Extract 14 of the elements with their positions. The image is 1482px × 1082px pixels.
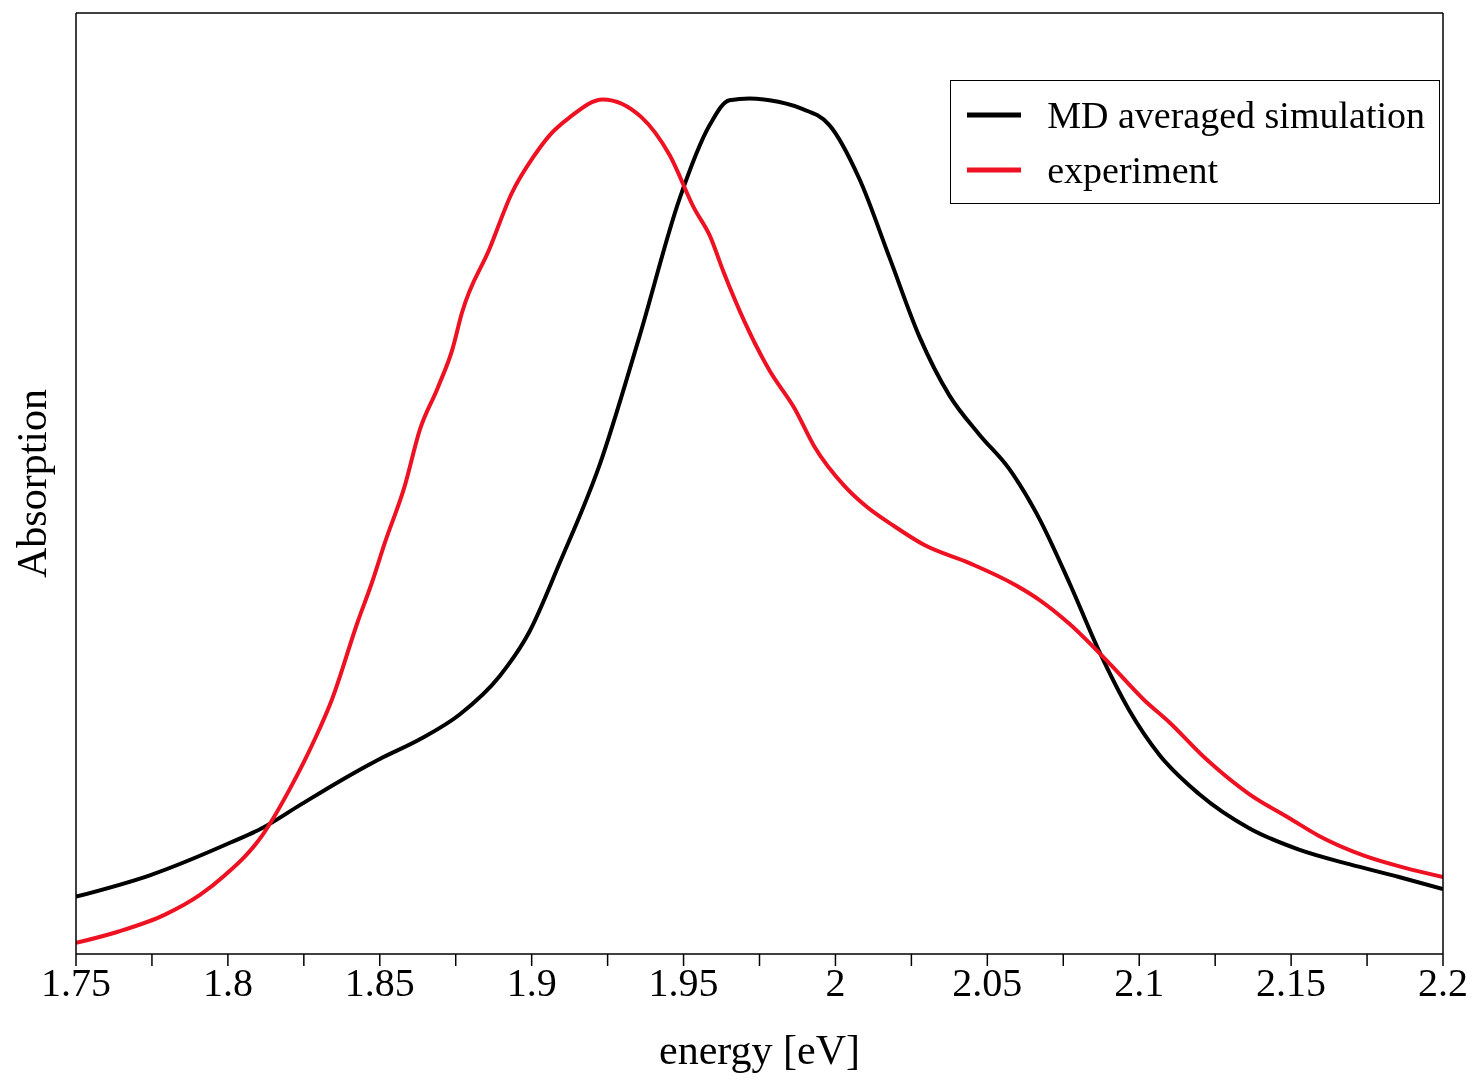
x-tick-label: 2.15 [1256,960,1327,1006]
x-tick-label: 2 [825,960,846,1006]
legend-label: experiment [1047,147,1219,192]
x-tick-label: 1.95 [648,960,719,1006]
x-tick-label: 1.9 [506,960,557,1006]
x-tick-label: 1.8 [202,960,253,1006]
x-tick-label: 2.2 [1418,960,1468,1006]
x-tick-label: 1.75 [41,960,111,1006]
x-tick-label: 2.05 [952,960,1023,1006]
x-axis-title: energy [eV] [659,1027,860,1073]
x-tick-label: 1.85 [344,960,415,1006]
y-axis-title: Absorption [8,389,55,578]
x-tick-label: 2.1 [1114,960,1165,1006]
legend-label: MD averaged simulation [1047,92,1425,137]
